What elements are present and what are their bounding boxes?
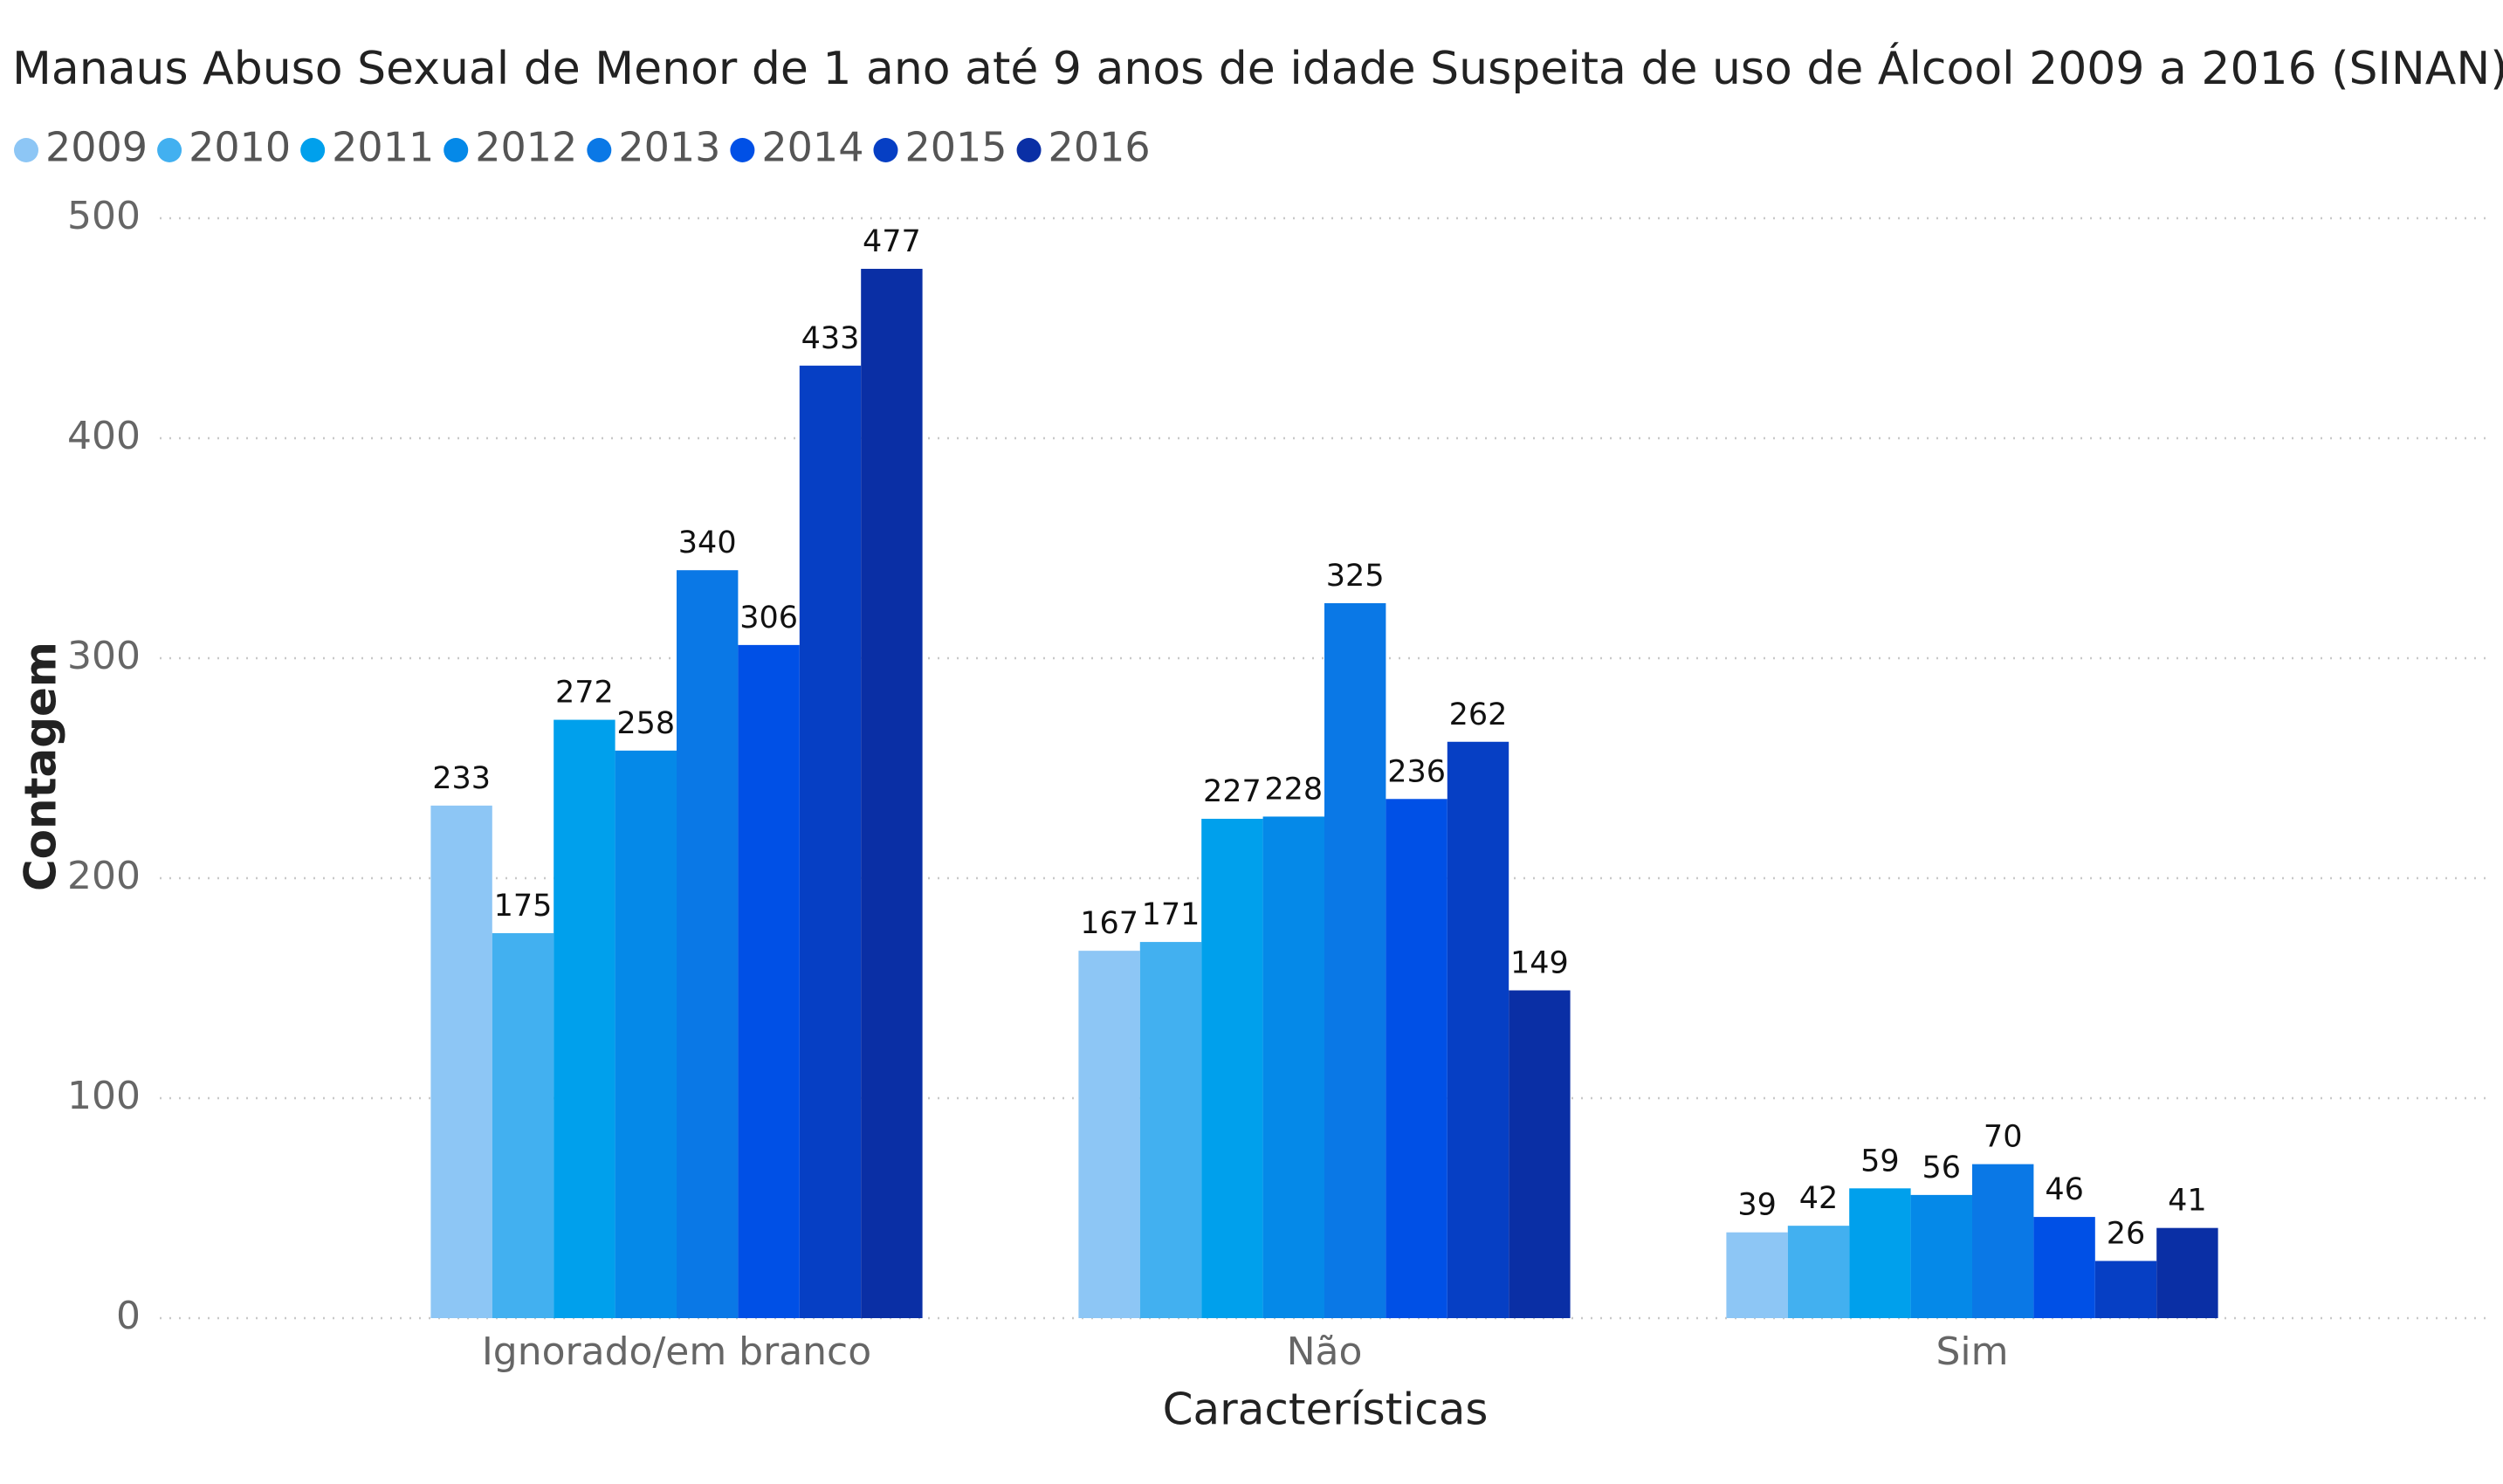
bar	[1849, 1188, 1911, 1318]
bar	[861, 268, 923, 1319]
bar	[615, 750, 677, 1318]
y-tick-label: 300	[67, 634, 141, 678]
data-label: 41	[2168, 1184, 2207, 1219]
bar	[430, 805, 492, 1318]
bar	[1386, 799, 1447, 1318]
bar	[2156, 1227, 2218, 1318]
data-label: 233	[432, 761, 491, 796]
legend-marker	[873, 138, 898, 162]
bar	[2094, 1261, 2157, 1318]
legend-marker	[14, 138, 38, 162]
data-label: 262	[1449, 697, 1508, 732]
legend-marker	[300, 138, 326, 162]
data-label: 477	[863, 224, 921, 259]
x-tick-label: Não	[1287, 1329, 1363, 1374]
y-tick-label: 0	[116, 1294, 141, 1338]
bar	[1262, 816, 1324, 1318]
data-label: 236	[1387, 754, 1446, 789]
bar	[492, 933, 554, 1318]
bar	[1139, 942, 1202, 1318]
legend-label: 2015	[904, 124, 1007, 171]
data-label: 42	[1799, 1181, 1839, 1216]
bar	[1447, 741, 1509, 1318]
legend-label: 2012	[475, 124, 577, 171]
data-label: 70	[1984, 1120, 2023, 1155]
data-label: 39	[1737, 1188, 1777, 1223]
data-label: 171	[1142, 897, 1200, 932]
data-label: 325	[1326, 559, 1385, 594]
legend-label: 2010	[189, 124, 291, 171]
y-tick-label: 500	[67, 194, 141, 238]
data-label: 340	[678, 526, 737, 560]
data-label: 272	[555, 676, 614, 711]
legend-marker	[730, 138, 755, 162]
y-tick-label: 200	[67, 854, 141, 898]
y-tick-label: 400	[67, 414, 141, 458]
bar	[1726, 1232, 1788, 1318]
data-label: 175	[494, 889, 553, 924]
bar	[677, 570, 739, 1318]
bar	[738, 644, 800, 1318]
bar	[1509, 990, 1571, 1318]
bar	[1787, 1226, 1850, 1318]
chart-title: Manaus Abuso Sexual de Menor de 1 ano at…	[12, 42, 2503, 95]
bar	[1201, 818, 1263, 1318]
x-axis-title: Características	[1163, 1384, 1489, 1435]
data-label: 227	[1203, 774, 1262, 809]
y-tick-label: 100	[67, 1074, 141, 1118]
data-label: 306	[739, 601, 798, 636]
data-label: 59	[1860, 1144, 1900, 1178]
data-label: 46	[2045, 1172, 2084, 1207]
data-label: 433	[801, 321, 860, 356]
legend-marker	[157, 138, 182, 162]
legend-label: 2011	[332, 124, 434, 171]
data-label: 167	[1080, 906, 1138, 941]
data-label: 258	[616, 706, 675, 741]
legend-label: 2014	[761, 124, 863, 171]
bar	[2033, 1217, 2095, 1318]
legend-marker	[444, 138, 469, 162]
bar	[799, 365, 862, 1319]
bar	[554, 719, 615, 1318]
legend-marker	[587, 138, 612, 162]
x-tick-label: Ignorado/em branco	[482, 1329, 871, 1374]
legend-label: 2009	[45, 124, 148, 171]
data-label: 228	[1264, 772, 1323, 807]
data-label: 56	[1922, 1151, 1962, 1185]
bar	[1324, 603, 1386, 1318]
bar	[1972, 1164, 2034, 1318]
data-label: 149	[1510, 946, 1569, 981]
data-label: 26	[2107, 1216, 2146, 1251]
x-tick-label: Sim	[1936, 1329, 2008, 1374]
bar	[1910, 1194, 1972, 1318]
y-axis-title: Contagem	[16, 642, 66, 891]
legend-marker	[1016, 138, 1042, 162]
legend-label: 2016	[1049, 124, 1151, 171]
bar	[1078, 951, 1140, 1318]
legend-label: 2013	[618, 124, 720, 171]
